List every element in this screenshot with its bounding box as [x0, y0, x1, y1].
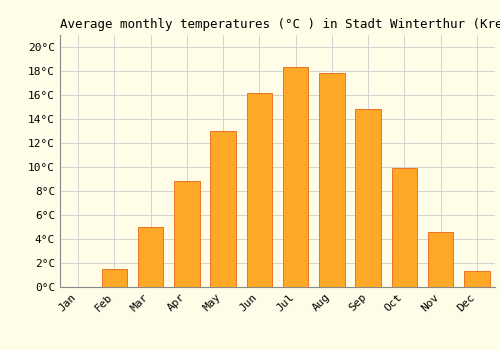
Bar: [283, 68, 308, 287]
Bar: [246, 93, 272, 287]
Bar: [210, 131, 236, 287]
Bar: [319, 74, 344, 287]
Bar: [174, 181, 200, 287]
Bar: [138, 227, 164, 287]
Bar: [356, 110, 381, 287]
Bar: [102, 269, 127, 287]
Bar: [392, 168, 417, 287]
Bar: [428, 232, 454, 287]
Bar: [464, 271, 489, 287]
Text: Average monthly temperatures (°C ) in Stadt Winterthur (Kreis 1) / Lind: Average monthly temperatures (°C ) in St…: [60, 18, 500, 31]
